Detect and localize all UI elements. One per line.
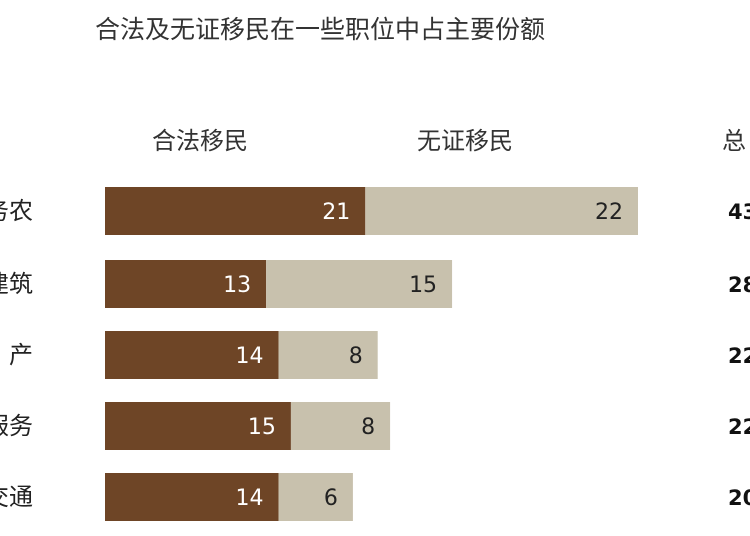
- category-label: 产: [9, 341, 33, 369]
- total-value: 22: [728, 344, 750, 368]
- category-label: 服务: [0, 412, 33, 440]
- bar-undocumented: [290, 402, 391, 450]
- value-label-legal: 14: [236, 486, 264, 511]
- value-label-undocumented: 22: [595, 200, 623, 225]
- value-label-undocumented: 15: [409, 273, 437, 298]
- bar-legal: [105, 331, 279, 379]
- bar-legal: [105, 187, 366, 235]
- bar-legal: [105, 402, 291, 450]
- bar-undocumented: [365, 187, 638, 235]
- total-value: 28: [728, 273, 750, 297]
- header-legal: 合法移民: [152, 127, 248, 155]
- bar-rows: 务农 21 22 43 建筑 13 15 28 产 14 8 22 服务 15 8 22 交通 14 6 20: [0, 187, 750, 521]
- bar-undocumented: [278, 473, 353, 521]
- header-total: 总: [722, 127, 746, 155]
- category-label: 交通: [0, 483, 33, 511]
- value-label-legal: 13: [223, 273, 251, 298]
- value-label-undocumented: 8: [361, 415, 375, 440]
- bar-legal: [105, 260, 267, 308]
- bar-undocumented: [266, 260, 453, 308]
- value-label-undocumented: 8: [349, 344, 363, 369]
- bar-undocumented: [278, 331, 378, 379]
- total-value: 20: [728, 486, 750, 510]
- category-label: 务农: [0, 197, 33, 225]
- value-label-legal: 21: [322, 200, 350, 225]
- value-label-undocumented: 6: [324, 486, 338, 511]
- total-value: 22: [728, 415, 750, 439]
- category-label: 建筑: [0, 270, 33, 298]
- bar-legal: [105, 473, 279, 521]
- chart-title: 合法及无证移民在一些职位中占主要份额: [95, 15, 545, 44]
- header-undocumented: 无证移民: [417, 127, 513, 155]
- total-value: 43: [728, 200, 750, 224]
- value-label-legal: 15: [248, 415, 276, 440]
- value-label-legal: 14: [236, 344, 264, 369]
